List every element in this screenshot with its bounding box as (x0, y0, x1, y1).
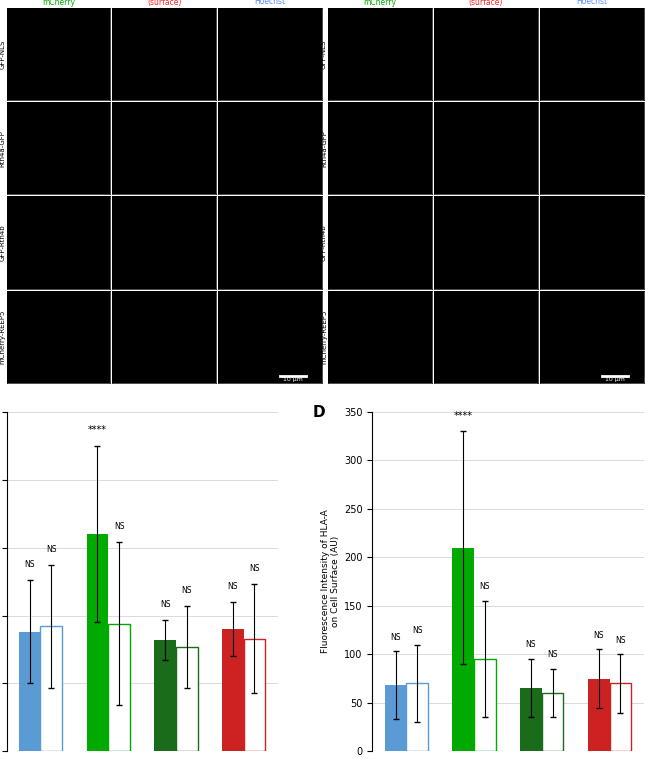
Y-axis label: GFP-Rtn4b: GFP-Rtn4b (0, 224, 5, 261)
Bar (588, 679, 610, 751)
Bar (610, 683, 631, 751)
Bar (474, 660, 496, 751)
Y-axis label: GFP-Rtn4b: GFP-Rtn4b (321, 224, 327, 261)
Bar (154, 640, 176, 751)
Y-axis label: GFP-NLS: GFP-NLS (0, 39, 5, 68)
Y-axis label: GFP-NLS: GFP-NLS (321, 39, 327, 68)
Text: NS: NS (615, 635, 625, 644)
Bar (406, 683, 428, 751)
Bar (452, 547, 474, 751)
Text: NS: NS (391, 633, 401, 641)
Title: GFP /
mCherry: GFP / mCherry (363, 0, 396, 7)
Text: NS: NS (114, 522, 124, 531)
Text: ****: **** (454, 411, 473, 421)
Text: D: D (313, 405, 326, 420)
Bar (19, 631, 40, 751)
Bar (108, 624, 130, 751)
Text: NS: NS (46, 546, 57, 554)
Y-axis label: Fluorescence Intensity of HLA-A
on Cell Surface (AU): Fluorescence Intensity of HLA-A on Cell … (320, 510, 340, 653)
Text: NS: NS (480, 582, 490, 591)
Text: Hoechst: Hoechst (254, 0, 285, 6)
Bar (542, 693, 564, 751)
Text: 10 μm: 10 μm (283, 377, 304, 383)
Bar (385, 685, 406, 751)
Text: NS: NS (181, 586, 192, 595)
Bar (40, 626, 62, 751)
Text: ****: **** (88, 425, 107, 435)
Bar (222, 629, 244, 751)
Bar (520, 688, 542, 751)
Bar (176, 647, 198, 751)
Text: 10 μm: 10 μm (605, 377, 625, 383)
Text: NS: NS (526, 641, 536, 650)
Text: NS: NS (25, 560, 35, 569)
Y-axis label: mCherry-REEP5: mCherry-REEP5 (0, 310, 5, 364)
Title: GFP /
mCherry: GFP / mCherry (42, 0, 75, 7)
Text: NS: NS (412, 626, 423, 635)
Title: Integrinβ1
(surface): Integrinβ1 (surface) (144, 0, 184, 7)
Y-axis label: Rtn4a-GFP: Rtn4a-GFP (0, 130, 5, 167)
Text: NS: NS (160, 600, 170, 609)
Bar (86, 534, 108, 751)
Y-axis label: mCherry-REEP5: mCherry-REEP5 (321, 310, 327, 364)
Text: Hoechst: Hoechst (576, 0, 607, 6)
Bar (244, 638, 265, 751)
Text: NS: NS (547, 650, 558, 660)
Text: NS: NS (593, 631, 604, 640)
Text: NS: NS (227, 582, 238, 591)
Title: HLA-A
(surface): HLA-A (surface) (469, 0, 503, 7)
Text: NS: NS (249, 565, 259, 573)
Y-axis label: Rtn4a-GFP: Rtn4a-GFP (321, 130, 327, 167)
